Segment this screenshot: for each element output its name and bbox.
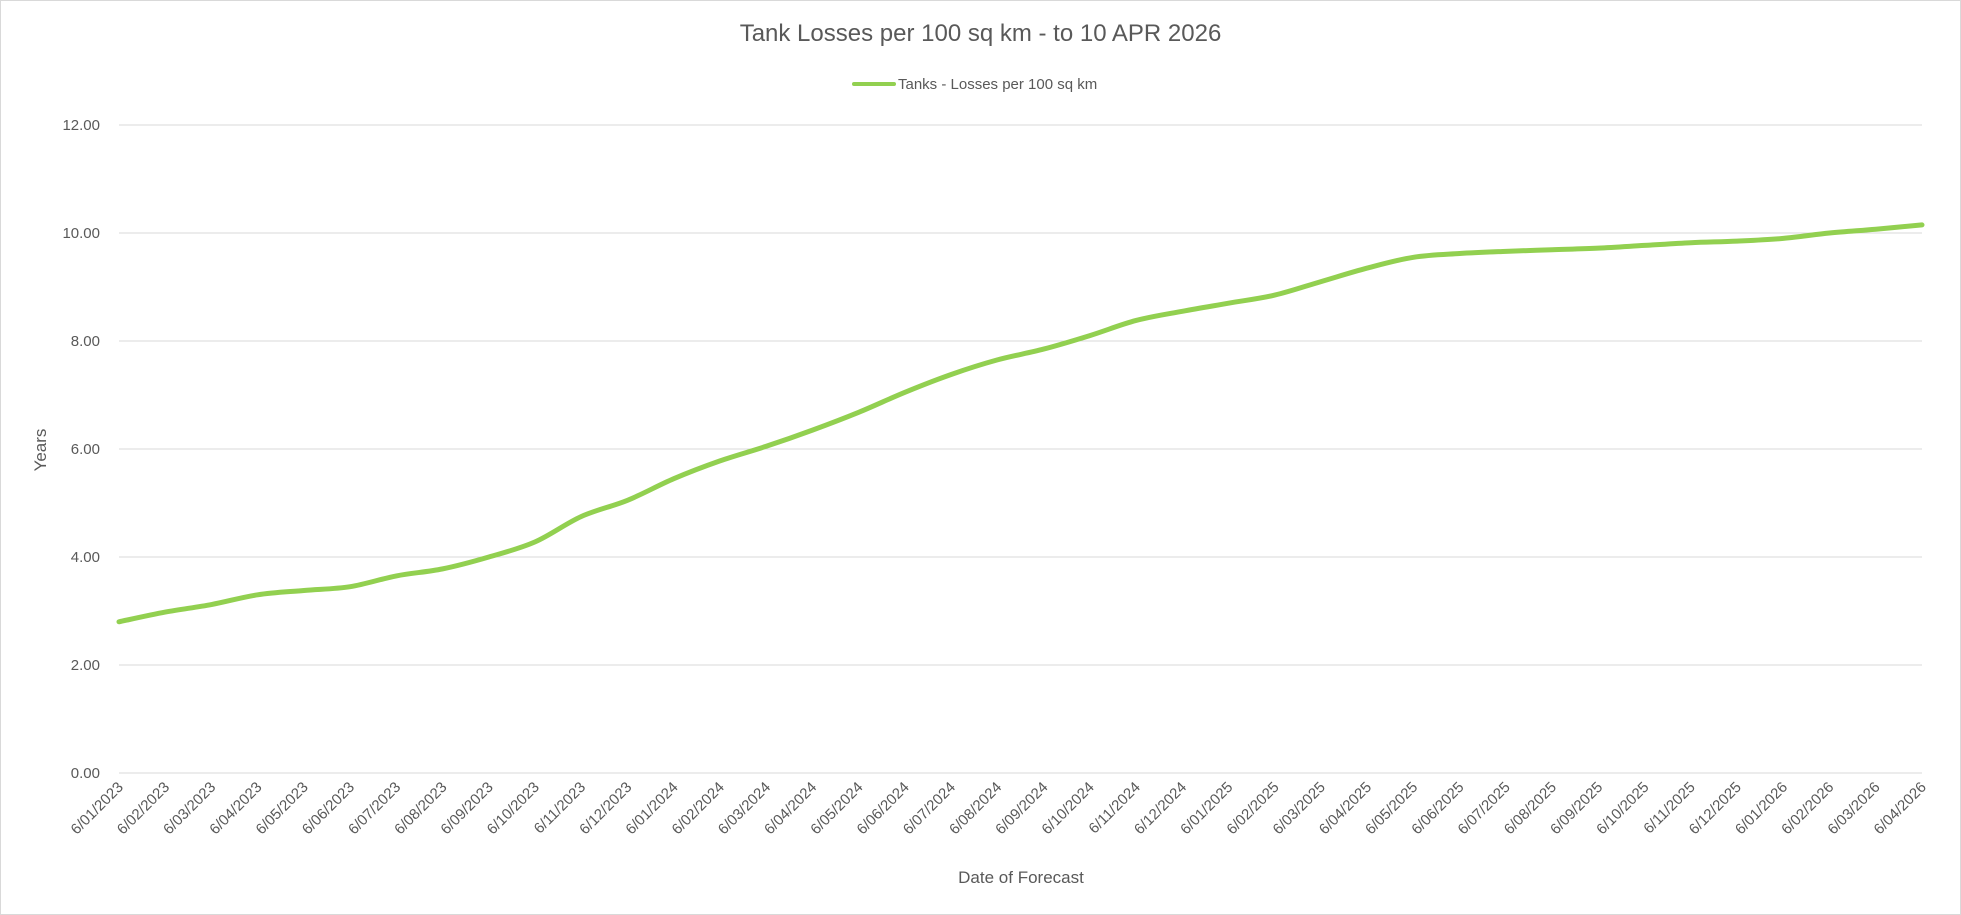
y-axis-title: Years (31, 429, 50, 472)
y-tick-label: 6.00 (71, 441, 100, 458)
legend-label: Tanks - Losses per 100 sq km (898, 75, 1098, 93)
chart-title: Tank Losses per 100 sq km - to 10 APR 20… (739, 20, 1222, 47)
y-tick-label: 0.00 (71, 765, 100, 782)
series-line (116, 222, 1925, 625)
y-tick-label: 8.00 (71, 333, 100, 350)
y-tick-label: 2.00 (71, 657, 100, 674)
y-tick-labels: 0.00 2.00 4.00 6.00 8.00 10.00 12.00 (62, 117, 100, 782)
gridlines (119, 124, 1922, 774)
y-tick-label: 4.00 (71, 549, 100, 566)
x-axis-title: Date of Forecast (958, 868, 1084, 887)
y-tick-label: 10.00 (62, 225, 100, 242)
y-tick-label: 12.00 (62, 117, 100, 134)
legend: Tanks - Losses per 100 sq km (852, 74, 1097, 94)
legend-swatch (852, 82, 896, 86)
x-tick-labels: 6/01/20236/02/20236/03/20236/04/20236/05… (68, 779, 1930, 838)
series-layer (116, 222, 1925, 625)
